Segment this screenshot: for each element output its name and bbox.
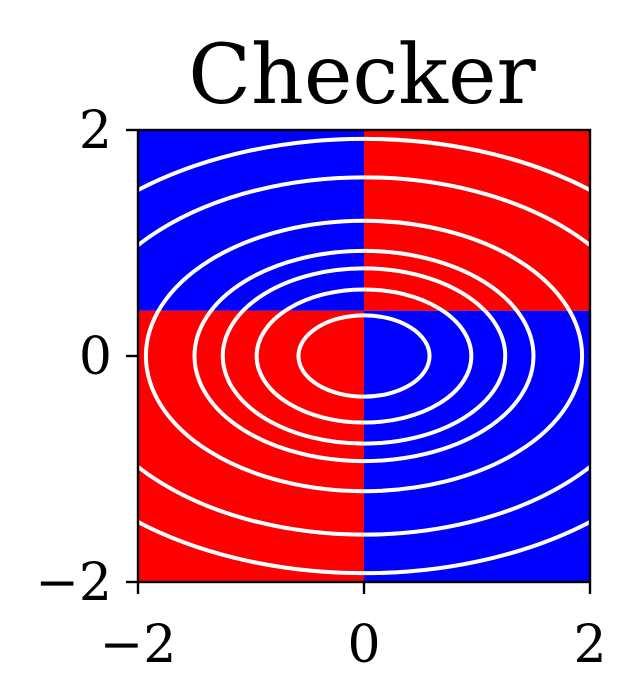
x-tick-label: 2 <box>573 615 606 675</box>
x-tick-label: 0 <box>347 615 380 675</box>
contour-line-3 <box>220 266 508 446</box>
y-tick-label: 0 <box>79 327 112 387</box>
y-tick-label: −2 <box>35 553 112 613</box>
contour-line-7 <box>138 136 590 576</box>
contour-line-5 <box>143 218 585 494</box>
contour-line-4 <box>192 248 536 464</box>
contour-line-6 <box>138 175 590 537</box>
checker-regions <box>138 130 590 582</box>
contour-line-2 <box>254 287 474 425</box>
contour-lines <box>138 136 590 576</box>
y-axis: −2 0 2 <box>35 101 138 613</box>
x-tick-label: −2 <box>100 615 177 675</box>
y-tick-label: 2 <box>79 101 112 161</box>
contour-line-1 <box>296 313 432 399</box>
x-axis: −2 0 2 <box>100 582 607 675</box>
chart-title: Checker <box>188 28 536 123</box>
region-lower-left <box>138 310 364 582</box>
region-lower-right <box>364 310 590 582</box>
